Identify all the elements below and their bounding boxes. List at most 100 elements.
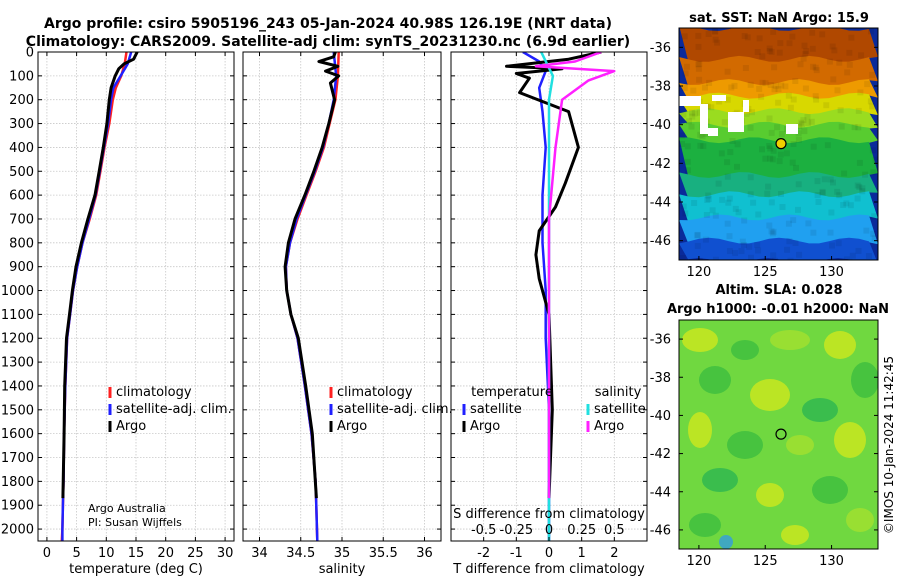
sst-speckle — [785, 92, 792, 99]
sst-speckle — [813, 67, 820, 74]
altim-anomaly-blob — [689, 513, 721, 537]
sst-speckle — [777, 151, 784, 158]
sst-speckle — [694, 232, 701, 239]
sst-speckle — [857, 89, 864, 96]
sst-speckle — [702, 236, 709, 243]
sst-speckle — [688, 123, 695, 130]
sst-speckle — [789, 33, 796, 40]
sst-band — [679, 214, 878, 245]
sst-speckle — [702, 84, 708, 91]
sst-speckle — [795, 130, 802, 137]
sst-speckle — [756, 85, 763, 92]
sst-speckle — [756, 35, 763, 42]
sst-speckle — [775, 99, 782, 106]
sst-speckle — [738, 248, 745, 255]
sst-speckle — [705, 192, 712, 199]
sst-nodata-patch — [743, 100, 749, 112]
altim-low-spot — [719, 535, 733, 549]
sst-speckle — [734, 163, 740, 170]
sst-speckle — [703, 212, 710, 218]
altim-ytick-label: -46 — [650, 523, 671, 538]
sst-speckle — [776, 49, 783, 56]
altim-ytick-label: -36 — [650, 333, 671, 348]
depth-tick-label: 100 — [9, 69, 34, 84]
salinity-legend-2-label: Argo — [337, 419, 367, 434]
sst-speckle — [805, 120, 812, 126]
sst-speckle — [865, 253, 872, 259]
sst-speckle — [712, 36, 719, 43]
depth-tick-label: 500 — [9, 165, 34, 180]
sst-speckle — [778, 131, 785, 137]
altim-anomaly-blob — [682, 328, 718, 352]
sst-speckle — [798, 119, 805, 126]
altim-anomaly-blob — [812, 476, 848, 504]
sst-ytick-label: -44 — [650, 196, 671, 211]
sst-nodata-patch — [712, 95, 726, 101]
sst-band — [679, 92, 878, 116]
sst-speckle — [734, 141, 741, 148]
sat-sst-map-panel: 120 125 130 -36 -38 -40 -42 -44 -46 sat. SST: NaN… — [650, 11, 879, 280]
altim-map-title: Altim. SLA: 0.028 — [716, 283, 843, 298]
diff-legend-sal-sat-label: satellite — [594, 402, 646, 417]
sst-speckle — [759, 146, 765, 153]
sst-speckle — [855, 247, 862, 254]
sst-speckle — [770, 252, 777, 259]
sst-speckle — [856, 183, 863, 190]
sst-speckle — [771, 257, 778, 260]
altim-argo-marker — [775, 428, 787, 440]
sst-speckle — [851, 124, 858, 131]
altim-map-subtitle: Argo h1000: -0.01 h2000: NaN — [667, 302, 889, 317]
sst-speckle — [790, 96, 797, 103]
sst-speckle — [728, 84, 735, 91]
sst-speckle — [796, 123, 803, 130]
sst-speckle — [784, 246, 791, 253]
sst-speckle — [864, 81, 871, 88]
sst-speckle — [870, 169, 877, 176]
sst-xtick-label: 130 — [819, 265, 844, 280]
sst-speckle — [810, 143, 817, 150]
sst-speckle — [681, 84, 688, 91]
sst-speckle — [766, 222, 773, 229]
sst-speckle — [826, 58, 833, 65]
temperature-legend-0-label: climatology — [116, 385, 192, 400]
sst-nodata-patch — [786, 124, 798, 134]
sst-speckle — [862, 171, 869, 178]
sst-speckle — [767, 155, 774, 162]
sst-speckle — [812, 64, 819, 71]
sst-map-title: sat. SST: NaN Argo: 15.9 — [689, 11, 869, 26]
sst-speckle — [801, 128, 808, 135]
sst-ytick-label: -38 — [650, 80, 671, 95]
sst-speckle — [711, 28, 718, 35]
difference-grid — [451, 51, 647, 541]
sst-speckle — [735, 209, 742, 216]
sst-speckle — [800, 55, 807, 62]
sst-speckle — [846, 258, 853, 260]
sst-speckle — [841, 170, 848, 177]
sst-speckle — [799, 121, 805, 128]
sst-speckle — [759, 53, 766, 60]
sst-speckle — [726, 195, 733, 202]
sst-speckle — [770, 147, 777, 154]
sst-speckle — [683, 63, 690, 70]
temperature-xlabel: temperature (deg C) — [69, 562, 203, 577]
sst-speckle — [767, 145, 774, 152]
depth-tick-label: 1400 — [1, 379, 34, 394]
sst-speckle — [694, 242, 701, 249]
sst-speckle — [797, 61, 804, 68]
sst-speckle — [747, 174, 754, 181]
sst-xtick-label: 125 — [753, 265, 778, 280]
chart-title-line2: Climatology: CARS2009. Satellite-adj cli… — [26, 34, 630, 50]
sst-speckle — [694, 231, 701, 238]
altim-ytick-label: -38 — [650, 371, 671, 386]
sst-speckle — [809, 29, 816, 36]
sst-speckle — [771, 64, 778, 71]
sst-argo-marker — [775, 138, 787, 150]
sst-speckle — [859, 188, 866, 195]
sst-speckle — [766, 45, 773, 52]
sst-speckle — [758, 93, 765, 100]
depth-tick-label: 900 — [9, 260, 34, 275]
sst-speckle — [837, 107, 844, 114]
depth-tick-label: 0 — [26, 46, 34, 61]
temperature-series-group — [60, 52, 139, 541]
sst-speckle — [766, 115, 773, 122]
